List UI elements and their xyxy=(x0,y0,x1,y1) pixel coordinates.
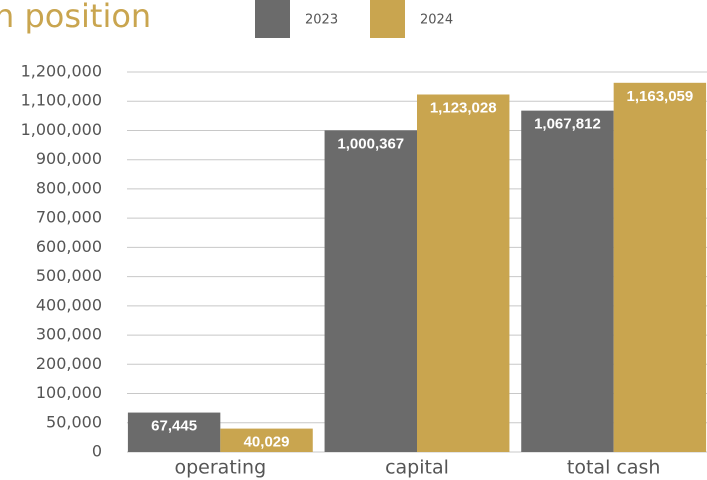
y-tick-label: 200,000 xyxy=(36,354,102,373)
value-label: 1,067,812 xyxy=(534,116,601,133)
legend-swatch xyxy=(255,0,290,38)
bar xyxy=(521,110,614,452)
bar xyxy=(127,412,221,452)
y-tick-label: 500,000 xyxy=(36,266,102,285)
y-tick-label: 800,000 xyxy=(36,178,102,197)
y-tick-label: 400,000 xyxy=(36,295,102,314)
y-tick-label: 100,000 xyxy=(36,383,102,402)
y-tick-label: 0 xyxy=(92,442,102,461)
y-tick-label: 300,000 xyxy=(36,325,102,344)
y-tick-label: 1,000,000 xyxy=(21,120,102,139)
y-tick-label: 1,100,000 xyxy=(21,91,102,110)
value-label: 1,163,059 xyxy=(627,88,694,105)
x-tick-label: total cash xyxy=(567,457,661,479)
x-tick-label: operating xyxy=(174,457,266,479)
bar xyxy=(324,130,417,453)
bar xyxy=(220,428,313,452)
value-label: 1,000,367 xyxy=(337,135,404,152)
y-tick-label: 700,000 xyxy=(36,208,102,227)
legend-label: 2024 xyxy=(420,13,453,28)
value-label: 67,445 xyxy=(151,418,197,435)
value-label: 40,029 xyxy=(244,434,290,451)
y-tick-label: 600,000 xyxy=(36,237,102,256)
x-tick-label: capital xyxy=(385,457,449,479)
bar xyxy=(613,82,707,452)
legend-swatch xyxy=(370,0,405,38)
legend-label: 2023 xyxy=(305,13,338,28)
chart-title: n position xyxy=(0,0,151,35)
value-label: 1,123,028 xyxy=(430,99,497,116)
y-tick-label: 50,000 xyxy=(46,412,102,431)
y-tick-label: 1,200,000 xyxy=(21,62,102,81)
bar xyxy=(417,94,510,452)
y-tick-label: 900,000 xyxy=(36,149,102,168)
